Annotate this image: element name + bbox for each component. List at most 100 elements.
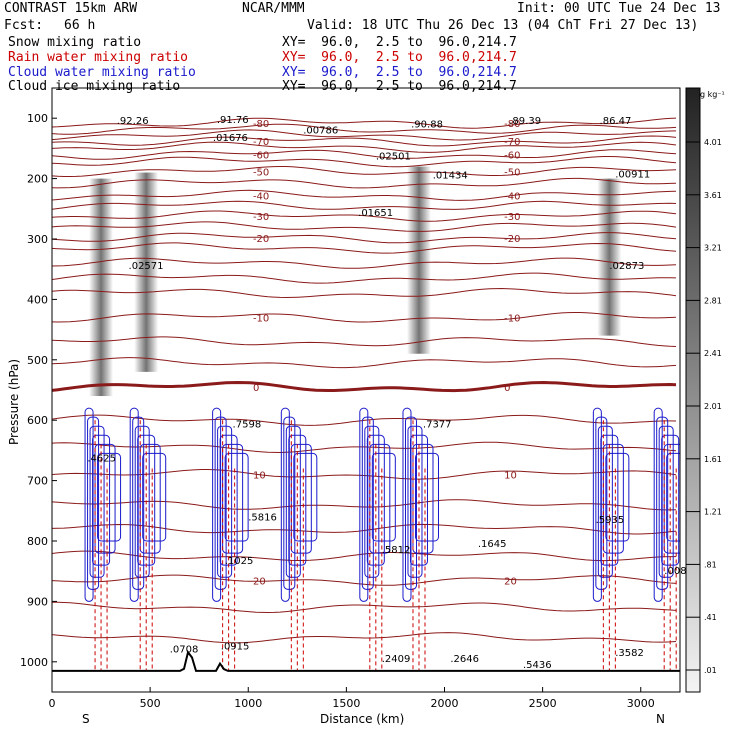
y-tick-label: 700 [27,475,48,488]
x-tick-label: 3000 [627,697,655,710]
max-value-label: .7598 [233,419,262,430]
isotherm-line [52,141,677,153]
isotherm-line [52,129,677,141]
cloud-water-contour [97,452,122,542]
colorbar-tick-label: .81 [704,560,717,569]
plot-frame [51,87,681,693]
isotherm-line [52,550,676,562]
cloud-water-contour [87,416,100,590]
isotherm-label: -70 [253,137,269,148]
cloud-water-contour [404,416,417,590]
legend-cloudwater-xy: XY= 96.0, 2.5 to 96.0,214.7 [282,65,517,80]
colorbar-tick-label: 4.01 [704,138,722,147]
colorbar-tick-label: 1.21 [704,508,722,517]
isotherm-m30 [52,210,677,222]
cloud-water-contour [134,425,150,578]
isotherm-m50 [52,166,677,177]
isotherm-m10 [52,312,677,323]
cloud-water-contour [217,425,233,578]
legend-snow-name: Snow mixing ratio [8,35,142,50]
isotherm-line [52,242,677,254]
x-endpoint-south: S [82,712,90,726]
max-value-label: .5436 [523,660,552,671]
max-value-label: .91.76 [217,115,249,126]
colorbar-tick-label: 2.41 [704,349,722,358]
y-tick-label: 200 [27,173,48,186]
valid-time: Valid: 18 UTC Thu 26 Dec 13 (04 ChT Fri … [307,18,699,33]
snow-column-2 [406,166,431,354]
colorbar-tick-label: 2.01 [704,402,722,411]
isotherm-label: -70 [504,137,520,148]
isotherm-line [52,336,677,347]
legend-rain-xy: XY= 96.0, 2.5 to 96.0,214.7 [282,50,517,65]
cloud-water-contour [280,407,290,602]
x-tick-label: 1000 [234,697,262,710]
isotherm-line [52,414,677,426]
isotherm-0 [52,380,677,393]
isotherm-line [52,357,677,369]
max-value-label: .02873 [609,261,644,272]
isotherm-label: 0 [504,383,510,394]
cloud-water-contour [212,407,222,602]
max-value-label: .3582 [615,648,644,659]
colorbar-tick-label: 2.81 [704,296,722,305]
cloud-water-contour [214,416,227,590]
isotherm-label: -80 [253,119,269,130]
isotherm-line [52,499,677,511]
max-value-label: .7377 [423,419,452,430]
isotherm-label: -50 [504,167,520,178]
max-value-label: .2409 [382,654,411,665]
x-axis-label: Distance (km) [320,712,405,726]
snow-column-1 [134,172,159,372]
max-value-label: .4625 [87,453,116,464]
isotherm-label: 10 [253,471,266,482]
cloud-water-contour [129,407,139,602]
y-tick-label: 600 [27,414,48,427]
cloud-water-contour [285,425,301,578]
max-value-label: .90.88 [411,119,443,130]
isotherm-m80 [52,117,677,129]
forecast-hours: 66 h [64,18,96,33]
isotherm-line [52,200,677,210]
max-value-label: .1025 [225,556,254,567]
terrain-line [52,650,680,672]
legend-snow-xy: XY= 96.0, 2.5 to 96.0,214.7 [282,35,517,50]
y-tick-label: 500 [27,354,48,367]
y-tick-label: 1000 [20,656,48,669]
max-value-label: .5935 [596,515,625,526]
isotherm-line [52,221,677,232]
isotherm-label: 20 [253,576,266,587]
colorbar-tick-label: 3.61 [704,191,722,200]
isotherm-line [52,632,677,644]
y-axis-label: Pressure (hPa) [7,358,21,445]
max-value-label: .1645 [478,539,507,550]
isotherm-10 [52,469,677,480]
legend-cloudice-name: Cloud ice mixing ratio [8,79,181,94]
max-value-label: .02501 [376,151,411,162]
isotherm-label: -40 [253,192,269,203]
isotherm-label: -20 [504,234,520,245]
max-value-label: .89.39 [509,116,541,127]
cloud-water-contour [224,452,249,542]
colorbar-unit: g kg⁻¹ [700,90,725,99]
isotherm-line [52,441,677,454]
snow-column-0 [89,178,114,397]
x-tick-label: 2500 [529,697,557,710]
x-tick-label: 2000 [431,697,459,710]
max-value-label: .02571 [129,261,164,272]
legend-cloudice-xy: XY= 96.0, 2.5 to 96.0,214.7 [282,79,517,94]
isotherm-m60 [52,149,677,160]
cloud-water-contour [605,452,630,542]
colorbar-tick-label: .01 [704,666,717,675]
max-value-label: .92.26 [117,116,149,127]
isotherm-label: -20 [253,234,269,245]
isotherm-label: -30 [504,212,520,223]
model-title: CONTRAST 15km ARW [4,1,138,16]
cloud-water-contour [597,425,613,578]
cloud-water-contour [371,452,396,542]
max-value-label: .00911 [615,169,650,180]
isotherm-label: -30 [253,212,269,223]
cloud-water-contour [653,407,663,602]
x-endpoint-north: N [656,712,665,726]
